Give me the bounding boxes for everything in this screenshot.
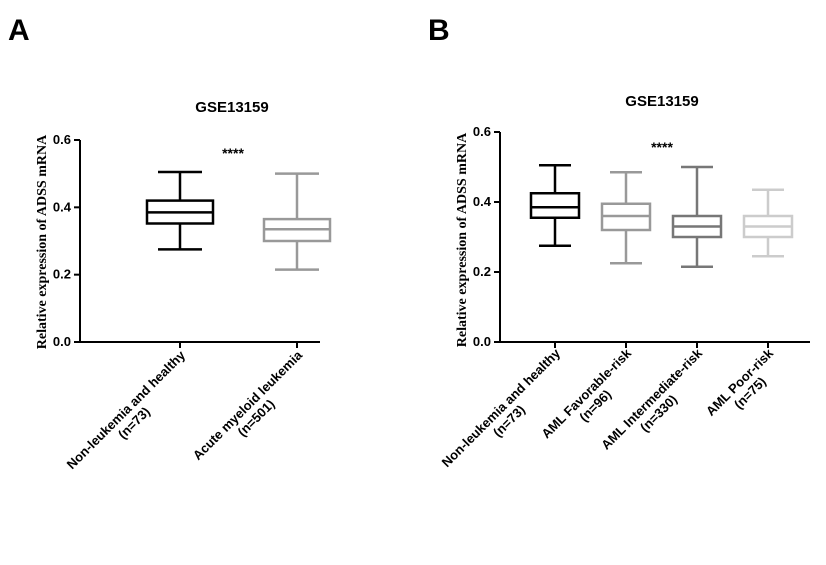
y-tick-label: 0.6 <box>53 132 71 147</box>
y-tick-label: 0.2 <box>53 267 71 282</box>
panel-b-title: GSE13159 <box>625 93 698 110</box>
panel-a-significance: **** <box>222 145 244 161</box>
panel-b-letter: B <box>428 14 450 47</box>
x-category-label: AML Poor-risk(n=75) <box>703 345 787 429</box>
panel-b-significance: **** <box>651 139 673 155</box>
panel-b-plot: 0.0 0.2 0.4 0.6 Non-leukemia and healthy(n=7… <box>439 124 810 481</box>
y-tick-label: 0.2 <box>473 264 491 279</box>
x-category-label-line1: Non-leukemia and healthy <box>64 347 189 472</box>
panel-a-title: GSE13159 <box>195 99 268 116</box>
y-tick-label: 0.6 <box>473 124 491 139</box>
panel-a-ylabel: Relative expression of ADSS mRNA <box>35 134 50 349</box>
y-tick-label: 0.4 <box>473 194 492 209</box>
x-category-label: Acute myeloid leukemia(n=501) <box>190 347 316 473</box>
panel-b-ylabel: Relative expression of ADSS mRNA <box>455 132 470 347</box>
panel-a-plot: 0.0 0.2 0.4 0.6 Non-leukemia and healthy(n=7… <box>53 132 332 483</box>
y-tick-label: 0.4 <box>53 199 72 214</box>
x-category-label: Non-leukemia and healthy(n=73) <box>64 347 200 483</box>
box-iqr <box>529 192 581 219</box>
x-category-label-line1: Acute myeloid leukemia <box>190 347 306 463</box>
x-category-label-line1: Non-leukemia and healthy <box>439 345 564 470</box>
panel-a-letter: A <box>8 14 30 47</box>
y-tick-label: 0.0 <box>53 334 71 349</box>
y-tick-label: 0.0 <box>473 334 491 349</box>
x-category-label: Non-leukemia and healthy(n=73) <box>439 345 575 481</box>
